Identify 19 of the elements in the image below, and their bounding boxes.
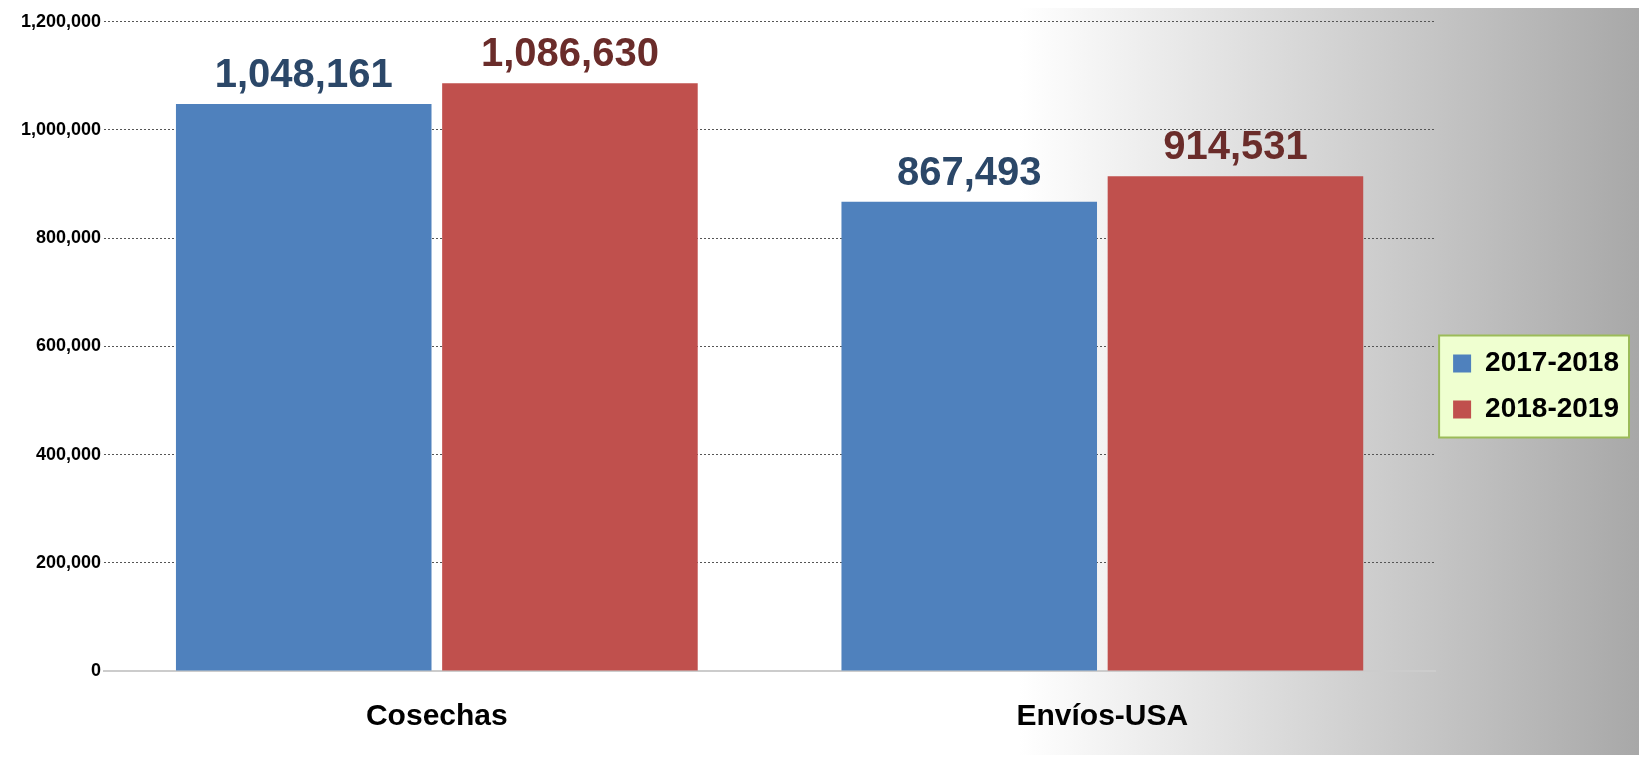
y-tick-label: 1,000,000 bbox=[21, 118, 102, 139]
bar bbox=[1107, 176, 1364, 671]
y-tick-label: 1,200,000 bbox=[21, 10, 102, 31]
x-tick-label: Cosechas bbox=[365, 698, 508, 732]
legend-label: 2018-2019 bbox=[1485, 392, 1619, 424]
y-tick-label: 200,000 bbox=[36, 551, 102, 572]
data-label: 867,493 bbox=[896, 148, 1042, 193]
legend-label: 2017-2018 bbox=[1485, 346, 1619, 378]
bar bbox=[442, 83, 698, 671]
data-label: 914,531 bbox=[1163, 123, 1308, 168]
data-label: 1,086,630 bbox=[480, 30, 659, 75]
bar bbox=[175, 103, 432, 671]
y-tick-label: 0 bbox=[91, 659, 102, 680]
y-tick-label: 800,000 bbox=[36, 227, 102, 248]
y-tick-label: 400,000 bbox=[36, 443, 102, 464]
x-tick-label: Envíos-USA bbox=[1016, 698, 1189, 732]
data-label: 1,048,161 bbox=[214, 50, 393, 95]
y-tick-label: 600,000 bbox=[36, 335, 102, 356]
bar bbox=[841, 201, 1098, 671]
